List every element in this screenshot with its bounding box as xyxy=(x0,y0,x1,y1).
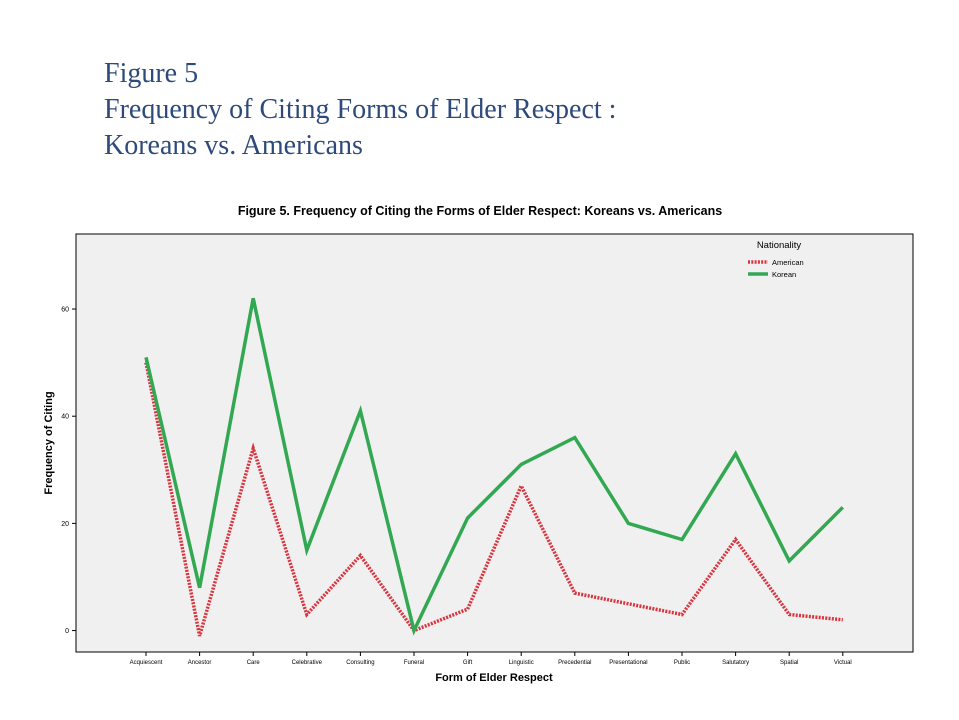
plot-area xyxy=(75,233,914,653)
y-tick-label: 20 xyxy=(61,521,69,528)
x-tick-label: Celebrative xyxy=(292,660,323,666)
slide-title-line-1: Figure 5 xyxy=(104,58,199,89)
slide-title-line-2: Frequency of Citing Forms of Elder Respe… xyxy=(104,94,617,125)
series-line-korean xyxy=(144,297,845,636)
y-axis-label: Frequency of Citing xyxy=(43,391,55,494)
slide-title: Figure 5 Frequency of Citing Forms of El… xyxy=(104,56,616,164)
slide-title-line-3: Koreans vs. Americans xyxy=(104,130,363,161)
x-tick-label: Ancestor xyxy=(188,660,212,666)
x-tick-label: Salutatory xyxy=(722,660,749,666)
y-tick-label: 40 xyxy=(61,414,69,421)
legend-label-american: American xyxy=(772,258,804,267)
x-axis-label: Form of Elder Respect xyxy=(435,672,553,684)
x-tick-label: Linguistic xyxy=(509,660,534,666)
y-tick-label: 60 xyxy=(61,307,69,314)
y-tick-label: 0 xyxy=(65,628,69,635)
x-tick-label: Consulting xyxy=(346,660,374,666)
x-tick-label: Funeral xyxy=(404,660,424,666)
x-axis: Acquiescent Ancestor Care Celebrative Consul… xyxy=(130,652,852,666)
legend-label-korean: Korean xyxy=(772,270,796,279)
y-axis: 0 20 40 60 xyxy=(61,307,76,635)
x-tick-label: Public xyxy=(674,660,690,666)
x-tick-label: Spatial xyxy=(780,660,798,666)
x-tick-label: Care xyxy=(247,660,261,666)
series-line-american xyxy=(144,362,843,637)
chart-title: Figure 5. Frequency of Citing the Forms … xyxy=(238,204,722,218)
legend-title: Nationality xyxy=(757,240,802,251)
x-tick-label: Acquiescent xyxy=(130,660,163,666)
x-tick-label: Presentational xyxy=(609,660,647,666)
x-tick-label: Victual xyxy=(834,660,852,666)
legend: Nationality American Korean xyxy=(748,240,804,279)
x-tick-label: Precedential xyxy=(558,660,591,666)
series-layer xyxy=(144,297,845,637)
x-tick-label: Gift xyxy=(463,660,473,666)
